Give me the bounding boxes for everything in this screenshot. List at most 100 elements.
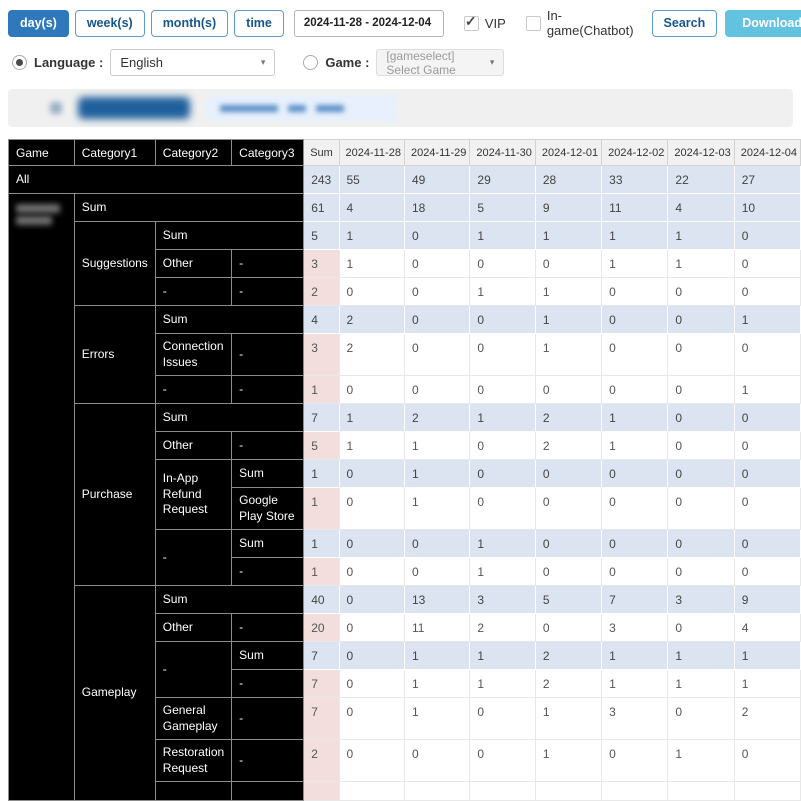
- game-radio[interactable]: [303, 55, 319, 70]
- category1-cell: Gameplay: [73, 585, 156, 801]
- value-cell: 0: [403, 277, 471, 306]
- value-cell: 1: [403, 697, 471, 740]
- value-cell: 0: [667, 613, 735, 642]
- value-cell: 0: [733, 529, 801, 558]
- value-cell: 0: [733, 333, 801, 376]
- value-cell: 0: [403, 221, 471, 250]
- value-cell: 0: [733, 403, 801, 432]
- col-game: Game: [8, 139, 75, 166]
- download-button[interactable]: Download: [725, 9, 801, 37]
- col-sum: Sum: [303, 139, 340, 166]
- ingame-chatbot-checkbox[interactable]: In-game(Chatbot): [525, 8, 634, 38]
- value-cell: 0: [338, 375, 405, 404]
- sum-cell: 5: [303, 431, 340, 460]
- checkbox-empty-icon[interactable]: [525, 15, 541, 31]
- value-cell: 1: [403, 431, 471, 460]
- value-cell: 0: [601, 305, 669, 334]
- value-cell: 1: [403, 641, 471, 670]
- vip-label: VIP: [484, 15, 506, 31]
- value-cell: 27: [733, 165, 801, 194]
- date-range-input[interactable]: [293, 9, 444, 37]
- value-cell: 0: [601, 529, 669, 558]
- value-cell: 1: [534, 277, 603, 306]
- value-cell: 0: [534, 613, 603, 642]
- value-cell: 0: [469, 459, 536, 488]
- category3-cell: Sum: [231, 529, 305, 558]
- sum-cell: 7: [303, 697, 340, 740]
- value-cell: 11: [601, 193, 669, 222]
- value-cell: 0: [601, 277, 669, 306]
- value-cell: 0: [601, 739, 669, 782]
- redacted-toolbar-strip: [8, 89, 793, 127]
- report-table: Game Category1 Category2 Category3 Sum 2…: [7, 139, 801, 801]
- value-cell: 1: [601, 641, 669, 670]
- value-cell: 0: [733, 249, 801, 278]
- value-cell: 0: [667, 459, 735, 488]
- sum-cell: 4: [303, 305, 340, 334]
- value-cell: 5: [534, 585, 603, 614]
- category2-cell: Other: [154, 613, 233, 642]
- value-cell: 5: [469, 193, 536, 222]
- col-date-5: 2024-12-02: [601, 139, 669, 166]
- category3-cell: Google Play Store: [231, 487, 305, 530]
- value-cell: 33: [601, 165, 669, 194]
- category2-cell: Restoration Request: [154, 739, 233, 782]
- value-cell: 3: [601, 697, 669, 740]
- value-cell: 55: [338, 165, 405, 194]
- category3-cell: -: [231, 669, 305, 698]
- category2-cell: In-App Refund Request: [154, 459, 233, 530]
- value-cell: 2: [733, 697, 801, 740]
- game-select[interactable]: [gameselect] Select Game ▾: [376, 49, 505, 77]
- redacted-link-group[interactable]: [206, 95, 396, 121]
- category3-cell: Sum: [231, 459, 305, 488]
- value-cell: 10: [733, 193, 801, 222]
- col-category3: Category3: [231, 139, 305, 166]
- language-label: Language :: [34, 55, 104, 70]
- value-cell: 4: [338, 193, 405, 222]
- months-button[interactable]: month(s): [150, 9, 229, 37]
- value-cell: 1: [469, 557, 536, 586]
- sum-cell: 2: [303, 739, 340, 782]
- value-cell: 0: [601, 333, 669, 376]
- vip-checkbox[interactable]: VIP: [463, 13, 506, 31]
- value-cell: 1: [667, 669, 735, 698]
- language-select[interactable]: English ▾: [110, 49, 276, 76]
- category2-cell: -: [154, 529, 233, 586]
- col-category1: Category1: [73, 139, 156, 166]
- value-cell: 1: [403, 487, 471, 530]
- value-cell: 1: [469, 669, 536, 698]
- value-cell: 0: [338, 641, 405, 670]
- redacted-primary-button[interactable]: [78, 97, 190, 119]
- search-button[interactable]: Search: [651, 9, 718, 37]
- value-cell: 0: [469, 431, 536, 460]
- category2-cell: Sum: [154, 585, 305, 614]
- value-cell: 1: [733, 305, 801, 334]
- chevron-down-icon: ▾: [260, 57, 266, 67]
- value-cell: 0: [667, 697, 735, 740]
- category3-cell: -: [231, 557, 305, 586]
- language-radio[interactable]: [12, 55, 27, 70]
- time-button[interactable]: time: [234, 9, 284, 37]
- category2-cell: -: [154, 277, 233, 306]
- value-cell: 2: [403, 403, 471, 432]
- value-cell: 0: [667, 487, 735, 530]
- category3-cell: -: [231, 375, 305, 404]
- value-cell: 2: [534, 403, 603, 432]
- value-cell: 1: [667, 739, 735, 782]
- days-button[interactable]: day(s): [8, 9, 69, 37]
- value-cell: 0: [534, 375, 603, 404]
- value-cell: 1: [601, 403, 669, 432]
- check-icon[interactable]: [463, 13, 479, 31]
- weeks-button[interactable]: week(s): [74, 9, 145, 37]
- value-cell: 0: [733, 557, 801, 586]
- value-cell: 2: [338, 305, 405, 334]
- sum-cell: 243: [303, 165, 340, 194]
- sum-cell: 1: [303, 529, 340, 558]
